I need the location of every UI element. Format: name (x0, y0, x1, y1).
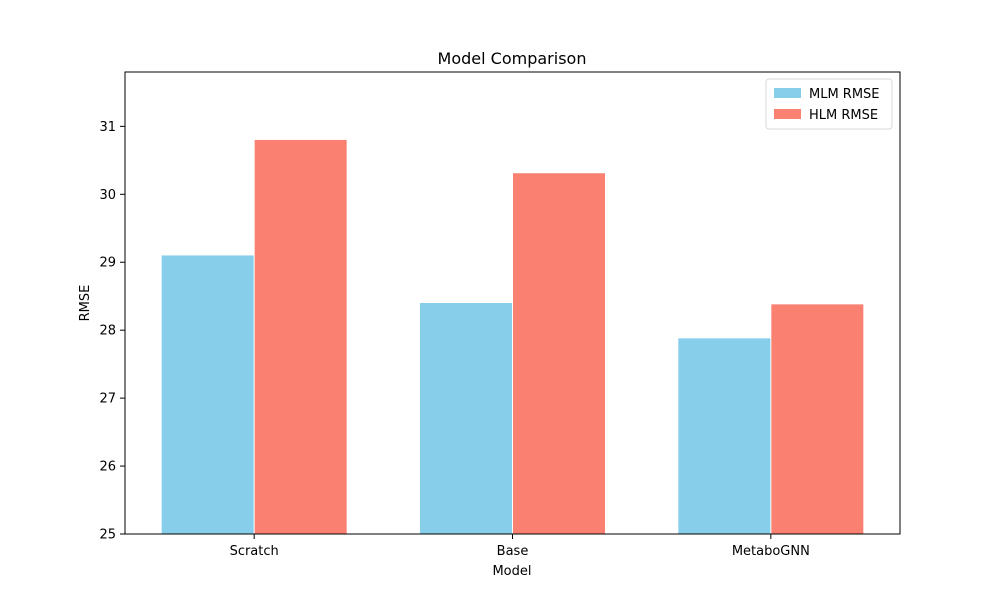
legend-label-hlm-rmse: HLM RMSE (809, 108, 878, 123)
legend-swatch-mlm-rmse (774, 88, 801, 98)
x-tick-label-base: Base (497, 544, 529, 559)
bar-scratch-hlm-rmse (254, 139, 347, 535)
chart-title: Model Comparison (438, 49, 587, 68)
y-tick-label-25: 25 (99, 528, 116, 543)
axes-group: 25 26 27 28 29 30 31 Scratch Base MetaboGNN (99, 71, 901, 559)
bar-base-hlm-rmse (513, 173, 605, 534)
legend: MLM RMSE HLM RMSE (765, 78, 893, 130)
bar-metabognn-mlm-rmse (678, 338, 771, 534)
y-tick-label-31: 31 (99, 120, 116, 135)
y-tick-label-28: 28 (99, 324, 116, 339)
y-axis-label: RMSE (78, 285, 93, 322)
y-tick-label-27: 27 (99, 392, 116, 407)
legend-swatch-hlm-rmse (774, 109, 801, 119)
bars-group (161, 139, 864, 535)
y-tick-label-30: 30 (99, 188, 116, 203)
x-tick-label-metabognn: MetaboGNN (732, 544, 810, 559)
bar-base-mlm-rmse (420, 303, 512, 534)
y-tick-label-29: 29 (99, 256, 116, 271)
x-tick-label-scratch: Scratch (230, 544, 279, 559)
legend-label-mlm-rmse: MLM RMSE (809, 87, 880, 102)
bar-scratch-mlm-rmse (161, 255, 254, 535)
y-tick-label-26: 26 (99, 460, 116, 475)
bar-metabognn-hlm-rmse (771, 304, 864, 534)
x-axis-label: Model (492, 564, 531, 579)
